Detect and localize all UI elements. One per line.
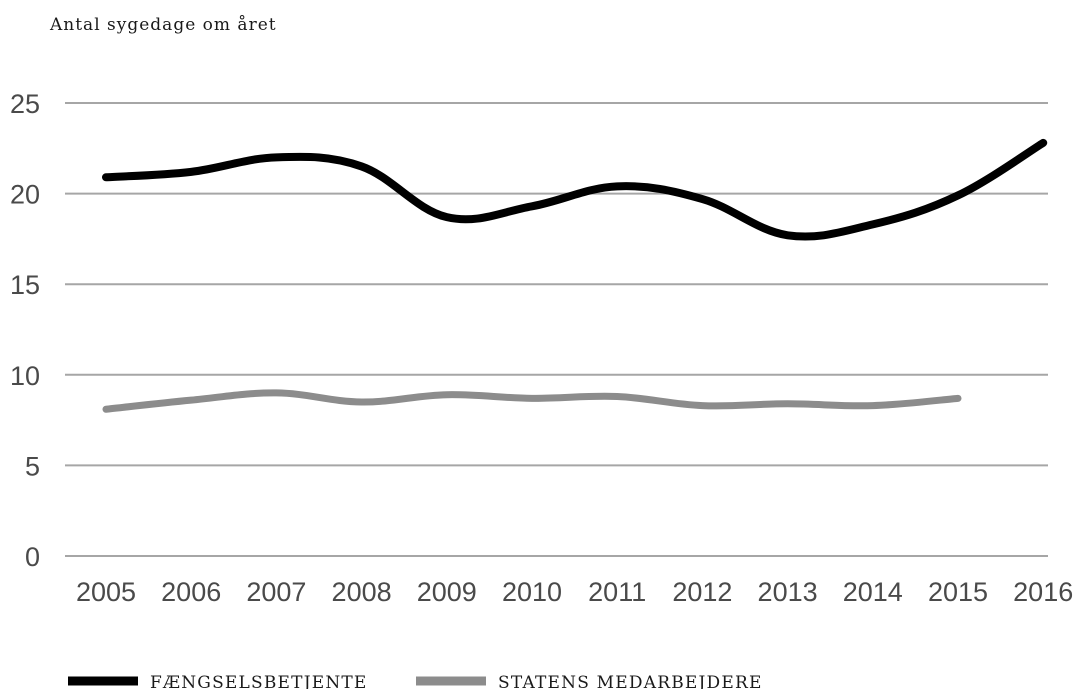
legend-label: FÆNGSELSBETJENTE [150, 673, 368, 689]
x-tick-label: 2006 [161, 577, 221, 607]
gridlines [65, 102, 1048, 557]
y-axis-title: Antal sygedage om året [49, 15, 277, 35]
series-lines [102, 138, 1048, 413]
series-line-statens-medarbejdere [102, 389, 962, 413]
y-tick-label: 5 [25, 451, 40, 481]
x-tick-label: 2009 [417, 577, 477, 607]
y-tick-label: 15 [10, 270, 40, 300]
y-tick-label: 10 [10, 361, 40, 391]
x-tick-label: 2014 [843, 577, 903, 607]
x-tick-label: 2010 [502, 577, 562, 607]
legend-label: STATENS MEDARBEJDERE [498, 673, 763, 689]
x-axis-ticks: 2005 2006 2007 2008 2009 2010 2011 2012 2013 2014… [76, 577, 1073, 607]
x-tick-label: 2016 [1013, 577, 1073, 607]
y-tick-label: 25 [10, 89, 40, 119]
series-line-faengselsbetjente [102, 138, 1048, 241]
x-tick-label: 2015 [928, 577, 988, 607]
x-tick-label: 2012 [672, 577, 732, 607]
x-tick-label: 2005 [76, 577, 136, 607]
x-tick-label: 2007 [246, 577, 306, 607]
y-axis-ticks: 0 5 10 15 20 25 [10, 89, 40, 572]
x-tick-label: 2013 [758, 577, 818, 607]
x-tick-label: 2011 [588, 577, 646, 607]
legend: FÆNGSELSBETJENTE STATENS MEDARBEJDERE [68, 673, 763, 693]
y-tick-label: 20 [10, 180, 40, 210]
x-tick-label: 2008 [332, 577, 392, 607]
y-tick-label: 0 [25, 542, 40, 572]
